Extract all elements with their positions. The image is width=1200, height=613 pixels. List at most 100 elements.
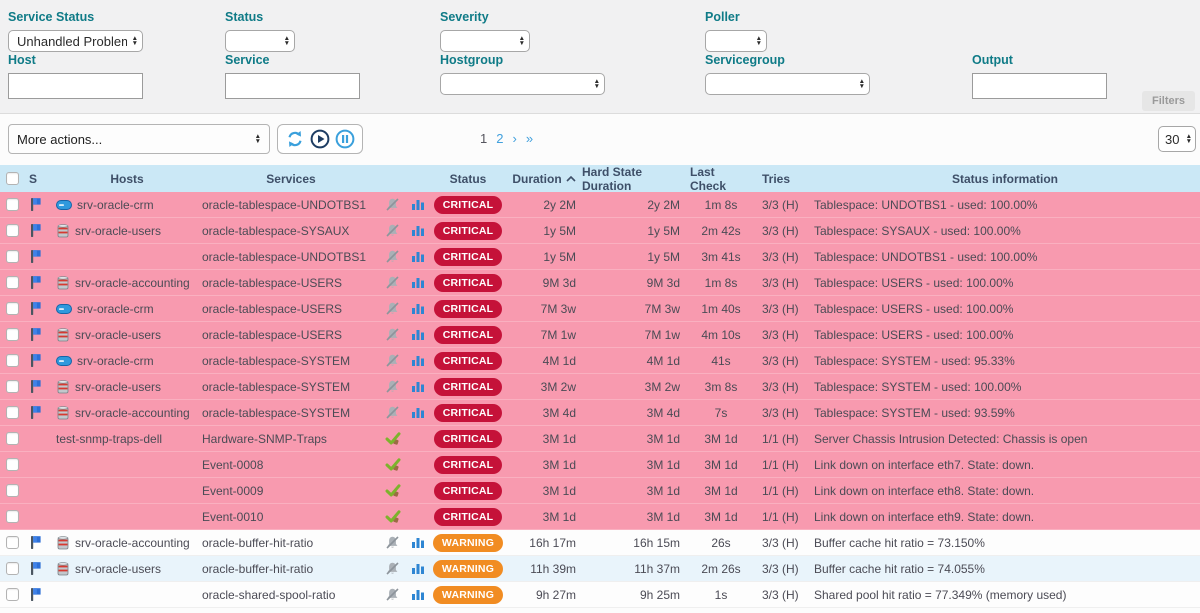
host-name[interactable]: srv-oracle-crm xyxy=(77,301,154,316)
row-checkbox[interactable] xyxy=(5,562,19,575)
performance-graph-icon[interactable] xyxy=(411,302,425,315)
header-duration[interactable]: Duration xyxy=(512,172,576,186)
service-name[interactable]: oracle-tablespace-UNDOTBS1 xyxy=(202,249,367,264)
status-information-cell: Link down on interface eth9. State: down… xyxy=(814,509,1035,524)
performance-graph-icon[interactable] xyxy=(411,536,425,549)
tries-cell: 3/3 (H) xyxy=(762,379,799,394)
service-input[interactable] xyxy=(225,73,360,99)
status-label: Status xyxy=(225,10,264,24)
status-select[interactable]: ▲ ▼ xyxy=(225,30,295,52)
host-name[interactable]: srv-oracle-users xyxy=(75,379,162,394)
host-name[interactable]: srv-oracle-accounting xyxy=(75,405,190,420)
host-database-icon xyxy=(56,561,70,576)
service-name[interactable]: oracle-tablespace-SYSTEM xyxy=(202,353,351,368)
status-badge: CRITICAL xyxy=(433,507,503,526)
filter-servicegroup: Servicegroup ▲ ▼ xyxy=(705,53,870,95)
header-s[interactable]: S xyxy=(29,171,38,186)
table-row: srv-oracle-users oracle-tablespace-SYSTE… xyxy=(0,374,1200,400)
host-name[interactable]: srv-oracle-crm xyxy=(77,197,154,212)
poller-select[interactable]: ▲ ▼ xyxy=(705,30,767,52)
servicegroup-select[interactable]: ▲ ▼ xyxy=(705,73,870,95)
service-name[interactable]: Hardware-SNMP-Traps xyxy=(202,431,327,446)
table-row: srv-oracle-crm oracle-tablespace-USERS xyxy=(0,296,1200,322)
row-checkbox[interactable] xyxy=(5,536,19,549)
row-checkbox[interactable] xyxy=(5,276,19,289)
host-name[interactable]: srv-oracle-accounting xyxy=(75,275,190,290)
row-checkbox[interactable] xyxy=(5,484,19,497)
refresh-icon[interactable] xyxy=(285,129,305,149)
performance-graph-icon[interactable] xyxy=(411,562,425,575)
host-name[interactable]: srv-oracle-accounting xyxy=(75,535,190,550)
hard-state-duration-cell: 2y 2M xyxy=(647,197,680,212)
tries-cell: 3/3 (H) xyxy=(762,405,799,420)
performance-graph-icon[interactable] xyxy=(411,250,425,263)
performance-graph-icon[interactable] xyxy=(411,354,425,367)
service-name[interactable]: oracle-tablespace-USERS xyxy=(202,301,343,316)
pause-icon[interactable] xyxy=(335,129,355,149)
host-crm-icon xyxy=(56,355,72,366)
hostgroup-select[interactable]: ▲ ▼ xyxy=(440,73,605,95)
row-checkbox[interactable] xyxy=(5,198,19,211)
more-actions-select[interactable]: More actions... ▲ ▼ xyxy=(8,124,270,154)
row-checkbox[interactable] xyxy=(5,224,19,237)
host-name[interactable]: srv-oracle-users xyxy=(75,327,162,342)
row-checkbox[interactable] xyxy=(5,588,19,601)
hard-state-duration-cell: 7M 1w xyxy=(644,327,680,342)
service-name[interactable]: Event-0008 xyxy=(202,457,264,472)
row-checkbox[interactable] xyxy=(5,510,19,523)
service-name[interactable]: oracle-tablespace-USERS xyxy=(202,327,343,342)
service-name[interactable]: oracle-buffer-hit-ratio xyxy=(202,535,314,550)
service-name[interactable]: Event-0009 xyxy=(202,483,264,498)
service-name[interactable]: oracle-shared-spool-ratio xyxy=(202,587,336,602)
header-hard-state-duration[interactable]: Hard State Duration xyxy=(582,164,643,193)
header-status[interactable]: Status xyxy=(449,171,487,186)
performance-graph-icon[interactable] xyxy=(411,198,425,211)
performance-graph-icon[interactable] xyxy=(411,224,425,237)
filters-button[interactable]: Filters xyxy=(1141,91,1195,111)
severity-select[interactable]: ▲ ▼ xyxy=(440,30,530,52)
page-last-link[interactable]: » xyxy=(525,131,534,146)
host-name[interactable]: srv-oracle-users xyxy=(75,561,162,576)
row-checkbox[interactable] xyxy=(5,380,19,393)
performance-graph-icon[interactable] xyxy=(411,276,425,289)
select-arrows-icon: ▲ ▼ xyxy=(131,35,138,47)
host-input[interactable] xyxy=(8,73,143,99)
host-name[interactable]: test-snmp-traps-dell xyxy=(56,431,163,446)
row-checkbox[interactable] xyxy=(5,458,19,471)
row-checkbox[interactable] xyxy=(5,432,19,445)
performance-graph-icon[interactable] xyxy=(411,328,425,341)
service-name[interactable]: oracle-tablespace-UNDOTBS1 xyxy=(202,197,367,212)
header-services[interactable]: Services xyxy=(266,171,316,186)
status-badge: WARNING xyxy=(432,533,504,552)
page-2-link[interactable]: 2 xyxy=(496,131,504,146)
service-name[interactable]: oracle-tablespace-SYSTEM xyxy=(202,379,351,394)
service-name[interactable]: oracle-tablespace-SYSTEM xyxy=(202,405,351,420)
row-checkbox[interactable] xyxy=(5,328,19,341)
performance-graph-icon[interactable] xyxy=(411,406,425,419)
header-hosts[interactable]: Hosts xyxy=(110,171,144,186)
header-last-check[interactable]: Last Check xyxy=(690,164,727,193)
host-cell: srv-oracle-accounting xyxy=(52,530,202,555)
row-checkbox[interactable] xyxy=(5,354,19,367)
service-name[interactable]: oracle-tablespace-USERS xyxy=(202,275,343,290)
output-input[interactable] xyxy=(972,73,1107,99)
row-checkbox[interactable] xyxy=(5,250,19,263)
page-size-select[interactable]: 30 ▲ ▼ xyxy=(1158,126,1196,152)
performance-graph-icon[interactable] xyxy=(411,588,425,601)
row-checkbox[interactable] xyxy=(5,406,19,419)
header-tries[interactable]: Tries xyxy=(762,171,791,186)
service-name[interactable]: oracle-buffer-hit-ratio xyxy=(202,561,314,576)
page-current[interactable]: 1 xyxy=(480,131,488,146)
service-name[interactable]: oracle-tablespace-SYSAUX xyxy=(202,223,350,238)
host-name[interactable]: srv-oracle-users xyxy=(75,223,162,238)
header-status-information[interactable]: Status information xyxy=(951,171,1058,186)
flag-icon xyxy=(29,587,42,602)
performance-graph-icon[interactable] xyxy=(411,380,425,393)
service-status-select[interactable]: Unhandled Problems ▲ ▼ xyxy=(8,30,143,52)
host-name[interactable]: srv-oracle-crm xyxy=(77,353,154,368)
page-next-link[interactable]: › xyxy=(512,131,517,146)
play-icon[interactable] xyxy=(310,129,330,149)
select-all-checkbox[interactable] xyxy=(5,172,19,185)
service-name[interactable]: Event-0010 xyxy=(202,509,264,524)
row-checkbox[interactable] xyxy=(5,302,19,315)
